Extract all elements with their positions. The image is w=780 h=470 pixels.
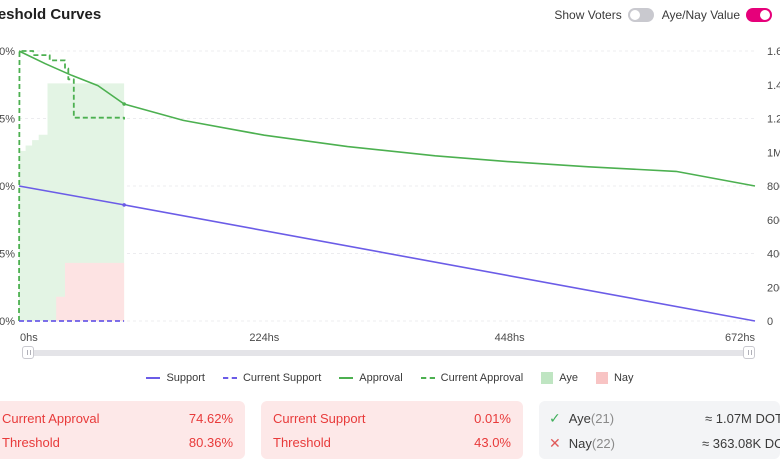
show-voters-control: Show Voters <box>554 8 654 22</box>
y-right-tick-label: 400 <box>767 249 780 261</box>
support-threshold-value: 43.0% <box>474 435 511 450</box>
y-right-tick-label: 1.6 <box>767 46 780 58</box>
x-tick-label: 0hs <box>20 332 38 344</box>
toggle-knob <box>760 10 770 20</box>
threshold-chart: 0% 5% 0% 5% 0% 0 200 400 600 800 1M 1.2 1.4 1.6 0hs 224… <box>0 46 780 344</box>
legend-item-aye[interactable]: Aye <box>541 372 578 384</box>
legend-swatch <box>339 377 354 379</box>
approval-threshold-label: Threshold <box>2 435 60 450</box>
nay-area <box>19 262 125 321</box>
range-slider-track[interactable] <box>28 350 750 356</box>
aye-area <box>19 83 125 322</box>
y-right-tick-label: 1.4 <box>767 80 780 92</box>
x-tick-label: 672hs <box>725 332 755 344</box>
legend-item-support[interactable]: Support <box>146 372 205 384</box>
y-left-tick-label: 5% <box>0 114 15 126</box>
legend-item-approval[interactable]: Approval <box>339 372 403 384</box>
nay-row: ✕ Nay(22) ≈ 363.08K DOT <box>549 435 780 452</box>
legend-item-current-support[interactable]: Current Support <box>222 372 322 384</box>
x-tick-label: 224hs <box>249 332 279 344</box>
y-right-tick-label: 600 <box>767 215 780 227</box>
y-left-tick-label: 0% <box>0 181 15 193</box>
legend-swatch <box>420 377 435 379</box>
legend-swatch <box>146 377 161 379</box>
y-left-tick-label: 0% <box>0 316 15 328</box>
legend-label: Nay <box>613 372 634 384</box>
nay-value: ≈ 363.08K DOT <box>702 436 780 451</box>
aye-count: (21) <box>590 411 615 426</box>
check-icon: ✓ <box>549 410 561 426</box>
legend-item-current-approval[interactable]: Current Approval <box>420 372 524 384</box>
legend-label: Support <box>166 372 205 384</box>
aye-value: ≈ 1.07M DOT <box>705 411 780 426</box>
approval-threshold-value: 80.36% <box>188 435 233 450</box>
support-threshold-label: Threshold <box>273 435 331 450</box>
show-voters-toggle[interactable] <box>627 8 654 22</box>
header-toggles: Show Voters Aye/Nay Value <box>554 8 772 22</box>
y-right-tick-label: 1M <box>767 147 780 159</box>
legend-label: Current Support <box>242 372 322 384</box>
nay-count: (22) <box>591 436 615 451</box>
approval-card: Current Approval 74.62% Threshold 80.36% <box>0 401 245 459</box>
y-left-tick-label: 0% <box>0 46 15 58</box>
chart-legend: Support Current Support Approval Current Ap… <box>0 372 780 384</box>
close-icon: ✕ <box>549 435 561 451</box>
y-left-tick-label: 5% <box>0 249 15 261</box>
chart-title: reshold Curves <box>0 6 102 23</box>
approval-current-point <box>122 102 126 106</box>
toggle-knob <box>629 10 640 20</box>
nay-label: Nay <box>568 436 592 451</box>
y-right-tick-label: 0 <box>767 316 773 328</box>
legend-swatch <box>222 377 237 379</box>
y-right-tick-label: 800 <box>767 181 780 193</box>
legend-label: Aye <box>559 372 578 384</box>
legend-swatch <box>595 372 608 384</box>
range-slider-start-handle[interactable] <box>22 346 34 359</box>
aye-nay-label: Aye/Nay Value <box>661 8 740 22</box>
support-card: Current Support 0.01% Threshold 43.0% <box>261 401 523 459</box>
current-support-value: 0.01% <box>474 411 511 426</box>
aye-label: Aye <box>568 411 591 426</box>
y-right-tick-label: 1.2 <box>767 114 780 126</box>
legend-label: Approval <box>359 372 403 384</box>
support-current-point <box>122 203 126 207</box>
approval-line <box>18 50 756 187</box>
current-approval-line <box>18 50 125 322</box>
aye-nay-toggle[interactable] <box>746 8 772 22</box>
current-support-label: Current Support <box>273 411 366 426</box>
legend-swatch <box>541 372 554 384</box>
legend-item-nay[interactable]: Nay <box>595 372 634 384</box>
range-slider-end-handle[interactable] <box>743 346 755 359</box>
votes-card: ✓ Aye(21) ≈ 1.07M DOT ✕ Nay(22) ≈ 363.08… <box>539 401 780 459</box>
aye-row: ✓ Aye(21) ≈ 1.07M DOT <box>549 410 780 427</box>
y-right-tick-label: 200 <box>767 282 780 294</box>
current-approval-label: Current Approval <box>2 411 100 426</box>
aye-nay-control: Aye/Nay Value <box>662 8 772 22</box>
current-approval-value: 74.62% <box>188 411 233 426</box>
show-voters-label: Show Voters <box>554 8 622 22</box>
legend-label: Current Approval <box>440 372 524 384</box>
x-tick-label: 448hs <box>495 332 525 344</box>
